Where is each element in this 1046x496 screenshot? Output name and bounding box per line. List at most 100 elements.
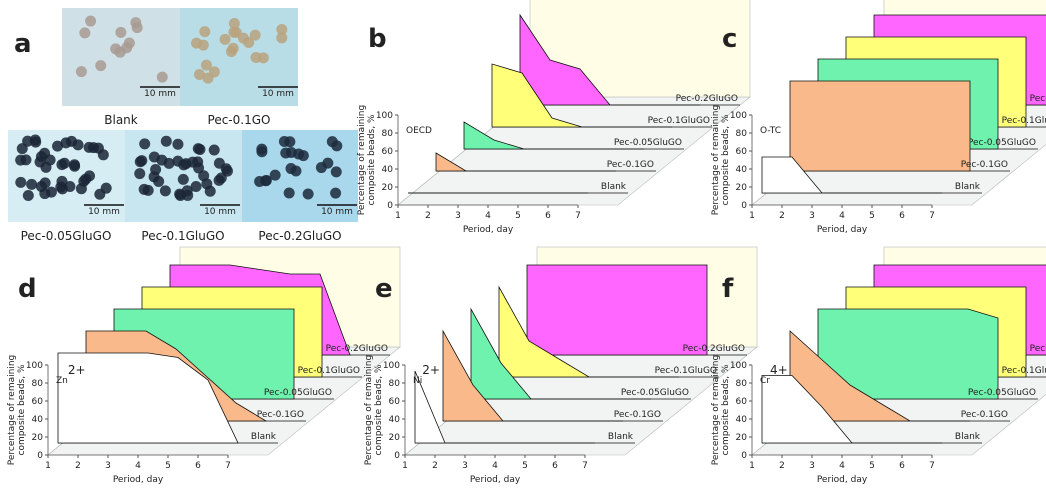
chart: Pec-0.2GluGO Pec-0.1GluGO Pec-0.05GluGO Pec… (711, 246, 1046, 485)
y-axis-label: composite beads, % (721, 364, 731, 455)
bead (160, 135, 172, 147)
bead (60, 137, 72, 149)
condition-text: O-TC (760, 126, 781, 136)
series-area (57, 352, 239, 444)
bead (249, 29, 261, 41)
bead (52, 140, 64, 152)
bead (148, 151, 160, 163)
x-tick-label: 1 (402, 461, 408, 471)
y-tick-label: 20 (32, 433, 44, 443)
photos (8, 8, 358, 222)
bead (75, 183, 87, 195)
x-tick-label: 6 (899, 211, 905, 221)
bead (256, 146, 268, 158)
y-tick-label: 20 (736, 433, 748, 443)
condition-text: Cr (760, 376, 770, 386)
series-area (498, 285, 679, 378)
y-tick-label: 80 (736, 129, 748, 139)
x-axis-label: Period, day (113, 475, 164, 485)
bead (29, 134, 41, 146)
y-axis-label: composite beads, % (367, 114, 377, 205)
x-tick-label: 3 (809, 461, 815, 471)
photo-label: Pec-0.1GluGO (141, 229, 224, 243)
series-area (789, 80, 971, 172)
condition-label: Cr4+ (760, 363, 788, 386)
bead (330, 166, 342, 178)
y-tick-label: 60 (389, 397, 401, 407)
condition-superscript: 4+ (770, 363, 788, 377)
condition-label: OECD (406, 126, 432, 136)
y-tick-label: 100 (383, 361, 400, 371)
x-tick-label: 5 (165, 461, 171, 471)
y-tick-label: 0 (37, 451, 43, 461)
bead (110, 43, 122, 55)
bead (284, 136, 296, 148)
bead (269, 169, 281, 181)
scale-label: 10 mm (204, 207, 236, 217)
x-tick-label: 6 (195, 461, 201, 471)
x-axis-label: Period, day (817, 225, 868, 235)
y-tick-label: 60 (382, 147, 394, 157)
bead (177, 173, 189, 185)
bead (156, 71, 168, 83)
bead (139, 138, 151, 150)
bead (134, 156, 146, 168)
bead (85, 15, 97, 27)
series-label: Pec-0.2GluGO (1030, 94, 1046, 104)
y-axis-label: composite beads, % (17, 364, 27, 455)
bead (190, 180, 202, 192)
y-axis-label: Percentage of remaining (711, 105, 721, 215)
bead (153, 175, 165, 187)
bead (276, 32, 288, 44)
bead (35, 181, 47, 193)
scale-label: 10 mm (144, 89, 176, 99)
bead (75, 66, 87, 78)
photo-captions: Blank Pec-0.1GO Pec-0.05GluGO Pec-0.1Glu… (21, 86, 357, 243)
bead (100, 182, 112, 194)
bead (290, 165, 302, 177)
y-tick-label: 0 (394, 451, 400, 461)
y-tick-label: 60 (32, 397, 44, 407)
y-tick-label: 40 (736, 415, 748, 425)
x-tick-label: 2 (779, 211, 785, 221)
x-tick-label: 3 (809, 211, 815, 221)
panel-letter: f (722, 274, 734, 304)
series-area (491, 63, 672, 128)
y-tick-label: 40 (382, 165, 394, 175)
scale-label: 10 mm (321, 207, 353, 217)
bead (26, 178, 38, 190)
bead (199, 26, 211, 38)
bead (243, 37, 255, 49)
series-label: Pec-0.1GO (614, 410, 661, 420)
y-axis-label: Percentage of remaining (711, 355, 721, 465)
bead (208, 66, 220, 78)
x-tick-label: 4 (485, 211, 491, 221)
y-tick-label: 20 (389, 433, 401, 443)
bead (72, 139, 84, 151)
series-label: Pec-0.05GluGO (614, 138, 682, 148)
bead (219, 33, 231, 45)
x-tick-label: 4 (839, 211, 845, 221)
series-label: Pec-0.1GO (257, 410, 304, 420)
series-area (442, 329, 623, 422)
panel-letter: c (722, 24, 737, 54)
condition-superscript: 2+ (68, 363, 86, 377)
y-tick-label: 60 (736, 397, 748, 407)
x-tick-label: 6 (545, 211, 551, 221)
y-tick-label: 80 (736, 379, 748, 389)
x-tick-label: 6 (899, 461, 905, 471)
y-tick-label: 0 (387, 201, 393, 211)
bead (230, 26, 242, 38)
y-tick-label: 100 (730, 111, 747, 121)
condition-superscript: 2+ (422, 363, 440, 377)
series-area (519, 13, 700, 106)
series-area (817, 308, 999, 400)
y-tick-label: 80 (32, 379, 44, 389)
bead (227, 42, 239, 54)
y-axis-label: Percentage of remaining (364, 355, 374, 465)
series-area (789, 330, 970, 422)
photo-label: Pec-0.05GluGO (21, 229, 112, 243)
series-area (761, 156, 942, 194)
bead (172, 138, 184, 150)
